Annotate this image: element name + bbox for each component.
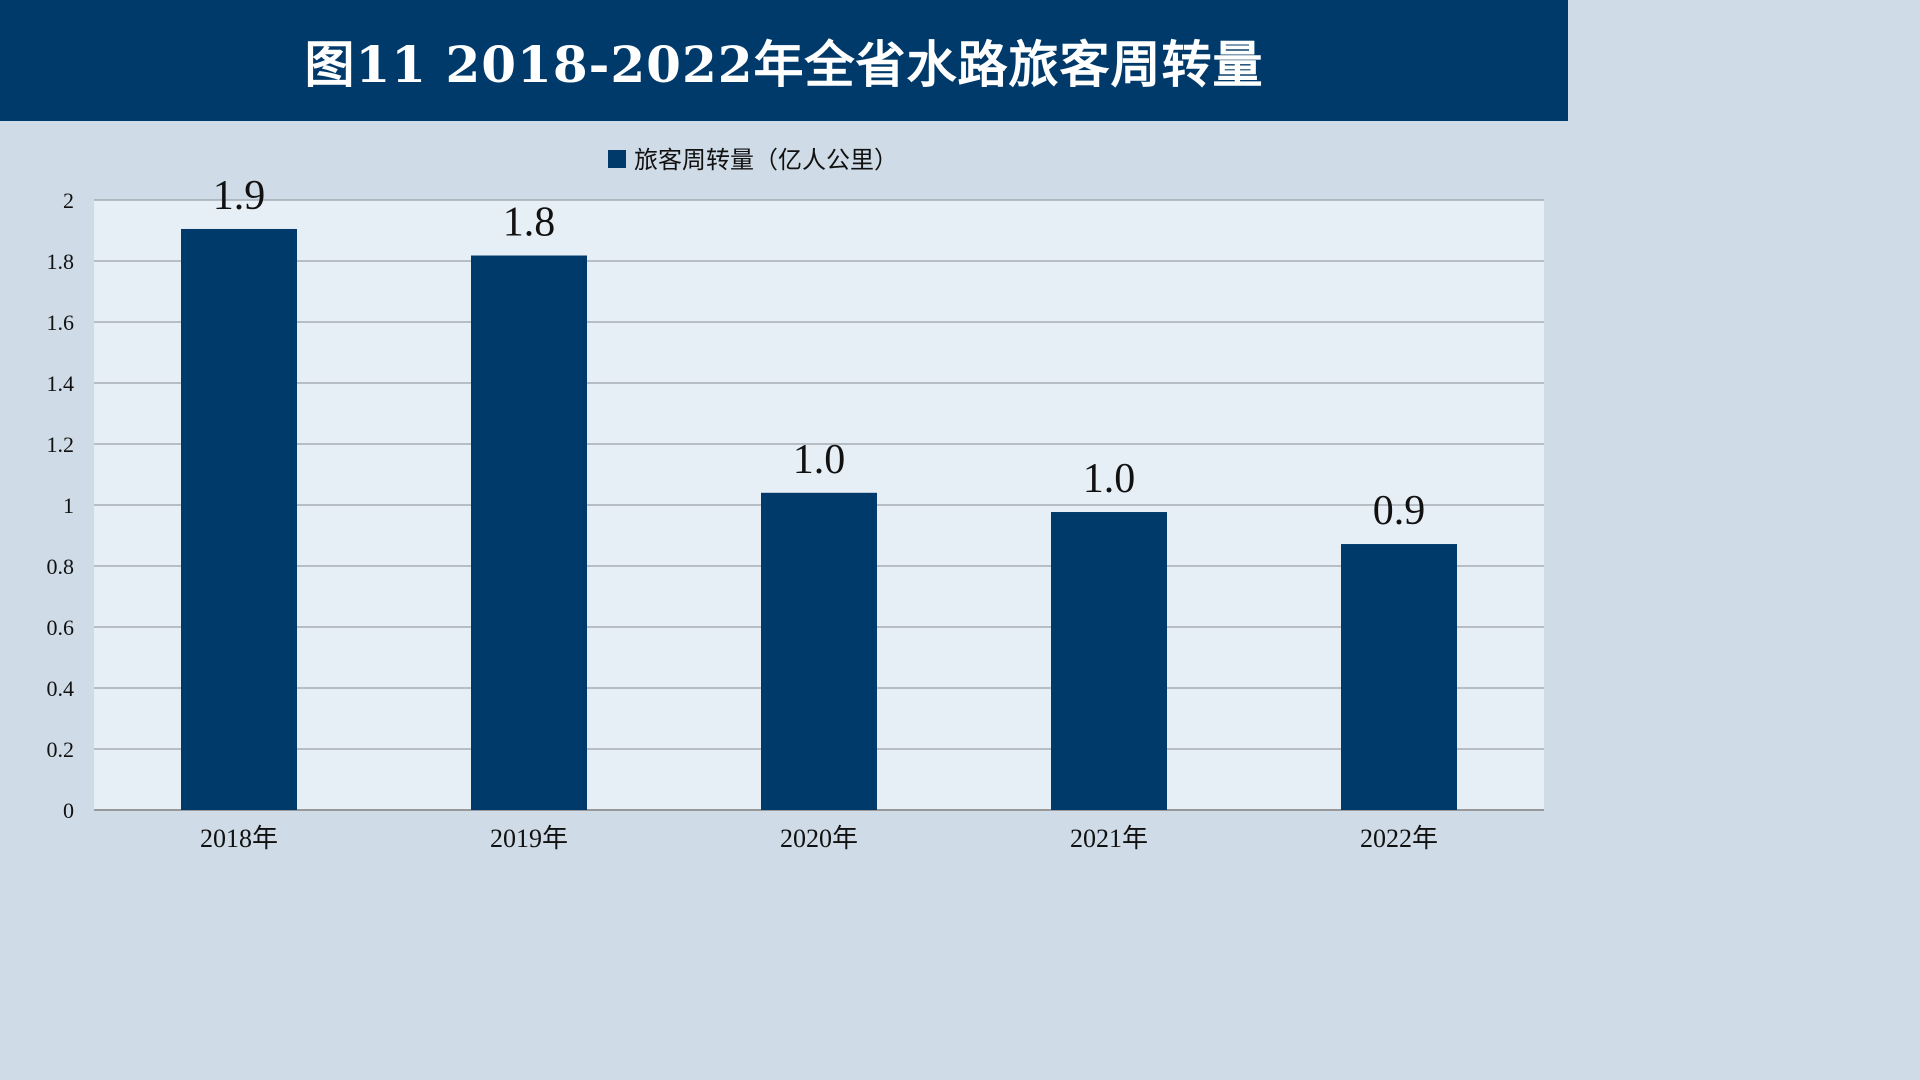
data-label: 1.0 (793, 437, 846, 483)
chart-title: 图11 2018-2022年全省水路旅客周转量 (304, 34, 1264, 94)
y-axis-ticks: 0 0.2 0.4 0.6 0.8 1 1.2 1.4 1.6 1.8 2 (47, 188, 75, 823)
x-tick-label: 2018年 (200, 824, 278, 853)
bar (761, 492, 877, 810)
legend-label: 旅客周转量（亿人公里） (634, 146, 898, 174)
x-tick-label: 2020年 (780, 824, 858, 853)
data-label: 1.9 (213, 173, 266, 219)
bar (1341, 544, 1457, 810)
y-tick-label: 1.6 (47, 310, 75, 335)
y-tick-label: 2 (63, 188, 74, 213)
bar (471, 255, 587, 810)
y-tick-label: 0.6 (47, 615, 75, 640)
y-tick-label: 1 (63, 493, 74, 518)
bar (181, 228, 297, 811)
y-tick-label: 0.4 (47, 676, 75, 701)
y-tick-label: 1.2 (47, 432, 75, 457)
y-tick-label: 1.4 (47, 371, 75, 396)
data-label: 1.8 (503, 200, 556, 246)
y-tick-label: 0 (63, 798, 74, 823)
legend: 旅客周转量（亿人公里） (608, 146, 898, 174)
y-tick-label: 1.8 (47, 249, 75, 274)
data-label: 0.9 (1373, 488, 1426, 534)
data-labels: 1.9 1.8 1.0 1.0 0.9 (213, 173, 1426, 534)
y-tick-label: 0.2 (47, 737, 75, 762)
legend-swatch (608, 150, 626, 168)
x-axis-ticks: 2018年 2019年 2020年 2021年 2022年 (200, 824, 1438, 853)
data-label: 1.0 (1083, 456, 1136, 502)
x-tick-label: 2021年 (1070, 824, 1148, 853)
x-tick-label: 2019年 (490, 824, 568, 853)
x-tick-label: 2022年 (1360, 824, 1438, 853)
y-tick-label: 0.8 (47, 554, 75, 579)
bar-chart: 0 0.2 0.4 0.6 0.8 1 1.2 1.4 1.6 1.8 2 1.9 1.8 1.0 1.0… (47, 146, 1544, 853)
bars (181, 228, 1457, 811)
chart-title-bar: 图11 2018-2022年全省水路旅客周转量 (0, 0, 1568, 121)
bar (1051, 512, 1167, 810)
